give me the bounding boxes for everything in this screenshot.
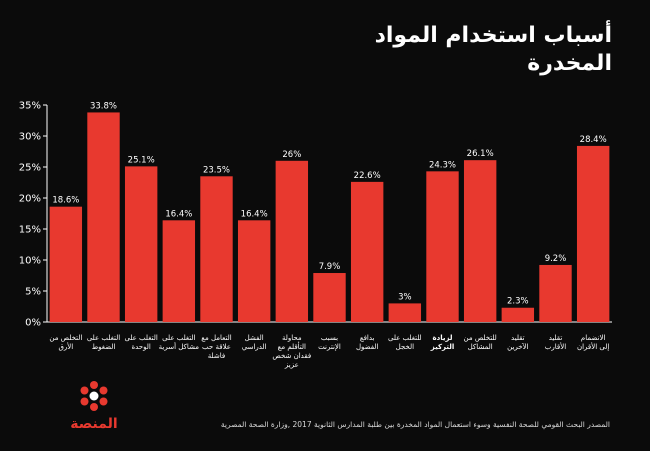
chart-title: أسباب استخدام المواد المخدرة	[374, 23, 612, 76]
bar-value-label: 18.6%	[52, 196, 79, 206]
bar	[539, 264, 572, 322]
x-category-label: محاولة التأقلم مع فقدان شخص عزيز	[272, 334, 311, 369]
bar-value-label: 7.9%	[319, 262, 341, 272]
bar-value-label: 9.2%	[545, 254, 567, 264]
bar	[388, 303, 422, 322]
y-tick-label: 25%	[19, 163, 41, 174]
bar	[576, 145, 610, 322]
bar	[49, 206, 83, 322]
bar-value-label: 25.1%	[128, 155, 155, 165]
y-tick-label: 35%	[19, 101, 41, 112]
x-category-label: التعامل مع علاقة حب فاشلة	[201, 334, 232, 360]
bar	[426, 171, 459, 322]
bar	[313, 273, 346, 322]
bar-value-label: 28.4%	[580, 135, 607, 145]
bar-value-label: 24.3%	[429, 160, 456, 170]
bar	[200, 176, 233, 322]
bar-value-label: 16.4%	[241, 209, 268, 219]
y-tick-label: 15%	[19, 225, 41, 236]
x-category-label: تقليد الأقارب	[545, 334, 566, 351]
x-category-label: للتغلب على الخجل	[388, 334, 422, 351]
bar-value-label: 2.3%	[507, 297, 529, 307]
x-category-label: الفشل الدراسي	[242, 334, 267, 351]
bar	[350, 181, 384, 322]
logo-text: المنصة	[70, 416, 118, 432]
bar	[463, 160, 497, 322]
y-tick-label: 10%	[19, 256, 41, 267]
bar	[124, 166, 158, 322]
y-tick-label: 30%	[19, 132, 41, 143]
bar-value-label: 16.4%	[165, 209, 192, 219]
bar	[162, 220, 196, 322]
bar-value-label: 23.5%	[203, 165, 230, 175]
bar-value-label: 3%	[398, 292, 412, 302]
flower-logo-icon	[80, 381, 108, 411]
source-note: المصدر البحث القومي للصحة النفسية وسوء ا…	[220, 420, 610, 429]
almanassa-logo: المنصة	[66, 378, 122, 438]
bar-value-label: 26%	[282, 150, 301, 160]
y-tick-label: 20%	[19, 194, 41, 205]
bar	[275, 160, 309, 322]
x-category-label: التغلب على الوحدة	[125, 334, 158, 351]
x-category-label: الانضمام إلى الأقران	[577, 334, 609, 351]
x-category-label: للتخلص من المشاكل	[464, 334, 497, 351]
bar-value-label: 33.8%	[90, 101, 117, 111]
y-tick-label: 5%	[25, 287, 41, 298]
x-category-label: بدافع الفضول	[356, 334, 378, 351]
x-category-label: التغلب على الضغوط	[87, 334, 120, 351]
x-category-label: بسبب الإنترنت	[318, 334, 341, 351]
bar	[501, 307, 535, 322]
x-category-label: التغلب على مشاكل أسرية	[159, 334, 200, 351]
x-category-label: تقليد الآخرين	[507, 334, 528, 351]
bar-value-label: 26.1%	[467, 149, 494, 159]
bar	[237, 220, 271, 322]
bar-value-label: 22.6%	[354, 171, 381, 181]
y-tick-label: 0%	[25, 318, 41, 329]
x-category-label: لزيادة التركيز	[430, 334, 455, 351]
x-category-label: التخلص من الأرق	[49, 334, 82, 351]
bar	[87, 112, 120, 322]
